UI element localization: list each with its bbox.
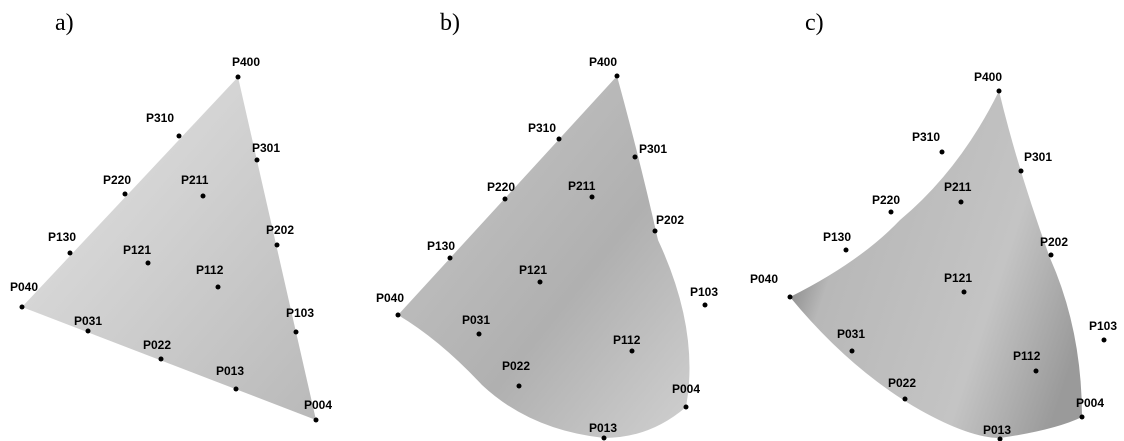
control-point bbox=[503, 197, 508, 202]
point-label: P220 bbox=[872, 193, 900, 207]
control-point bbox=[216, 285, 221, 290]
control-point bbox=[86, 329, 91, 334]
point-label: P040 bbox=[376, 291, 404, 305]
point-label: P121 bbox=[944, 271, 972, 285]
control-point bbox=[448, 256, 453, 261]
point-label: P202 bbox=[656, 213, 684, 227]
control-point bbox=[703, 303, 708, 308]
point-label: P211 bbox=[181, 173, 209, 187]
control-point bbox=[236, 75, 241, 80]
point-label: P211 bbox=[944, 180, 972, 194]
point-label: P112 bbox=[613, 333, 641, 347]
control-point bbox=[396, 313, 401, 318]
control-point bbox=[684, 405, 689, 410]
point-label: P022 bbox=[502, 359, 530, 373]
control-point bbox=[940, 150, 945, 155]
control-point bbox=[1080, 415, 1085, 420]
point-label: P103 bbox=[286, 306, 314, 320]
point-label: P301 bbox=[252, 141, 280, 155]
point-label: P310 bbox=[912, 130, 940, 144]
control-point bbox=[20, 305, 25, 310]
control-point bbox=[788, 295, 793, 300]
control-point bbox=[1049, 253, 1054, 258]
control-point bbox=[146, 261, 151, 266]
point-label: P013 bbox=[983, 423, 1011, 437]
control-point bbox=[615, 74, 620, 79]
control-point bbox=[889, 210, 894, 215]
point-label: P040 bbox=[750, 272, 778, 286]
control-point bbox=[850, 349, 855, 354]
point-label: P211 bbox=[568, 179, 596, 193]
point-label: P031 bbox=[837, 327, 865, 341]
control-point bbox=[959, 200, 964, 205]
panel-label: c) bbox=[805, 10, 824, 36]
control-point bbox=[68, 251, 73, 256]
point-label: P400 bbox=[589, 55, 617, 69]
control-point bbox=[997, 89, 1002, 94]
control-point bbox=[123, 192, 128, 197]
point-label: P031 bbox=[462, 313, 490, 327]
control-point bbox=[962, 290, 967, 295]
control-point bbox=[844, 248, 849, 253]
control-point bbox=[590, 195, 595, 200]
point-label: P022 bbox=[143, 338, 171, 352]
control-point bbox=[275, 243, 280, 248]
point-label: P400 bbox=[232, 55, 260, 69]
control-point bbox=[517, 384, 522, 389]
point-label: P220 bbox=[103, 173, 131, 187]
point-label: P202 bbox=[266, 223, 294, 237]
control-point bbox=[903, 397, 908, 402]
point-label: P121 bbox=[123, 243, 151, 257]
control-point bbox=[255, 158, 260, 163]
point-label: P301 bbox=[1024, 150, 1052, 164]
control-point bbox=[538, 280, 543, 285]
point-label: P004 bbox=[1076, 396, 1104, 410]
panel-label: a) bbox=[55, 10, 74, 36]
control-point bbox=[630, 349, 635, 354]
point-label: P004 bbox=[672, 382, 700, 396]
panel-label: b) bbox=[440, 10, 460, 36]
point-label: P103 bbox=[690, 285, 718, 299]
point-label: P040 bbox=[10, 280, 38, 294]
control-point bbox=[201, 194, 206, 199]
point-label: P013 bbox=[589, 421, 617, 435]
surface bbox=[22, 77, 316, 420]
point-label: P130 bbox=[48, 230, 76, 244]
point-label: P220 bbox=[487, 180, 515, 194]
diagram: a) P400 P310 P301 P220 P211 P130 P121 P202 P040 P1… bbox=[0, 0, 1124, 441]
point-label: P202 bbox=[1040, 235, 1068, 249]
point-label: P130 bbox=[823, 230, 851, 244]
point-label: P310 bbox=[528, 121, 556, 135]
control-point bbox=[177, 134, 182, 139]
control-point bbox=[1034, 369, 1039, 374]
control-point bbox=[1102, 338, 1107, 343]
point-label: P130 bbox=[427, 239, 455, 253]
control-point bbox=[557, 137, 562, 142]
control-point bbox=[234, 387, 239, 392]
control-point bbox=[314, 418, 319, 423]
point-label: P400 bbox=[974, 70, 1002, 84]
point-label: P103 bbox=[1089, 319, 1117, 333]
point-label: P112 bbox=[196, 263, 224, 277]
control-point bbox=[1019, 169, 1024, 174]
point-label: P022 bbox=[888, 376, 916, 390]
control-point bbox=[653, 229, 658, 234]
point-label: P112 bbox=[1013, 349, 1041, 363]
control-point bbox=[602, 436, 607, 441]
point-label: P004 bbox=[304, 398, 332, 412]
point-label: P031 bbox=[74, 314, 102, 328]
point-label: P310 bbox=[146, 111, 174, 125]
point-label: P301 bbox=[639, 142, 667, 156]
control-point bbox=[294, 330, 299, 335]
control-point bbox=[159, 357, 164, 362]
point-label: P121 bbox=[519, 263, 547, 277]
control-point bbox=[633, 155, 638, 160]
point-label: P013 bbox=[216, 364, 244, 378]
control-point bbox=[477, 332, 482, 337]
